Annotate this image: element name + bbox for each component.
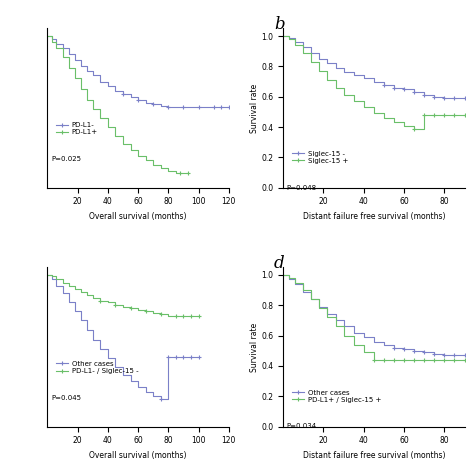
Legend: Other cases, PD-L1- / Siglec-15 -: Other cases, PD-L1- / Siglec-15 - [55,360,140,375]
Y-axis label: Survival rate: Survival rate [249,83,258,133]
X-axis label: Overall survival (months): Overall survival (months) [89,451,187,460]
Text: P=0.045: P=0.045 [51,395,81,401]
Text: P=0.034: P=0.034 [287,423,317,429]
X-axis label: Distant failure free survival (months): Distant failure free survival (months) [302,451,445,460]
Text: d: d [274,255,285,272]
Legend: Other cases, PD-L1+ / Siglec-15 +: Other cases, PD-L1+ / Siglec-15 + [290,388,383,404]
Text: b: b [274,16,285,33]
Text: P=0.025: P=0.025 [51,156,81,162]
Text: P=0.048: P=0.048 [287,184,317,191]
Y-axis label: Survival rate: Survival rate [249,322,258,372]
X-axis label: Distant failure free survival (months): Distant failure free survival (months) [302,212,445,221]
X-axis label: Overall survival (months): Overall survival (months) [89,212,187,221]
Legend: PD-L1-, PD-L1+: PD-L1-, PD-L1+ [55,121,100,137]
Legend: Siglec-15 -, Siglec-15 +: Siglec-15 -, Siglec-15 + [290,149,349,165]
